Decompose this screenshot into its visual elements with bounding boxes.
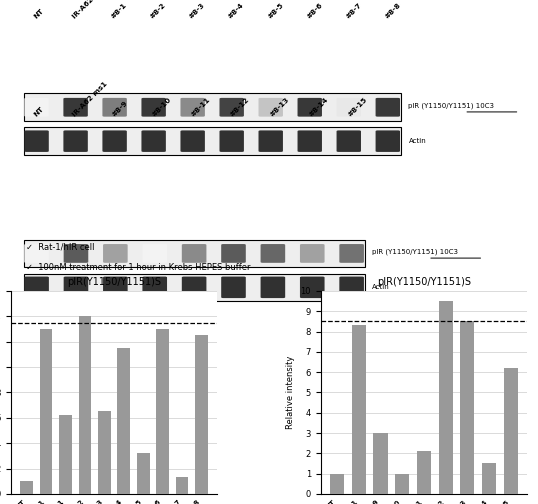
FancyBboxPatch shape (102, 98, 127, 116)
FancyBboxPatch shape (300, 244, 324, 263)
Bar (395, 474, 409, 494)
Text: #8-14: #8-14 (308, 96, 329, 117)
Text: NT: NT (32, 105, 45, 117)
FancyBboxPatch shape (260, 277, 285, 298)
Y-axis label: Relative intensity: Relative intensity (286, 356, 295, 429)
Title: pIR(Y1150/Y1151)S: pIR(Y1150/Y1151)S (377, 277, 471, 287)
Text: pIR (Y1150/Y1151) 10C3: pIR (Y1150/Y1151) 10C3 (372, 248, 458, 255)
Text: #8-13: #8-13 (268, 96, 290, 117)
FancyBboxPatch shape (63, 277, 88, 298)
Text: Actin: Actin (372, 284, 390, 290)
Bar (373, 433, 387, 494)
FancyBboxPatch shape (24, 244, 49, 263)
Bar (438, 301, 452, 494)
FancyBboxPatch shape (259, 98, 283, 116)
Text: pIR (Y1150/Y1151) 10C3: pIR (Y1150/Y1151) 10C3 (408, 102, 494, 109)
Bar (157, 329, 169, 494)
Text: ✓  100nM treatment for 1 hour in Krebs HEPES buffer: ✓ 100nM treatment for 1 hour in Krebs HE… (26, 263, 251, 272)
Bar (482, 464, 496, 494)
Text: #8-5: #8-5 (266, 2, 285, 20)
Text: #8-3: #8-3 (188, 2, 206, 20)
Bar (330, 474, 344, 494)
Bar (79, 317, 91, 494)
FancyBboxPatch shape (182, 244, 207, 263)
Bar (98, 411, 111, 494)
Bar (417, 451, 431, 494)
FancyBboxPatch shape (300, 277, 324, 298)
FancyBboxPatch shape (298, 131, 322, 152)
FancyBboxPatch shape (339, 244, 364, 263)
Text: #8-7: #8-7 (344, 2, 363, 20)
FancyBboxPatch shape (376, 98, 400, 116)
FancyBboxPatch shape (103, 244, 128, 263)
FancyBboxPatch shape (337, 98, 361, 116)
Bar (176, 477, 188, 494)
Text: #8-10: #8-10 (151, 96, 172, 117)
FancyBboxPatch shape (180, 98, 205, 116)
FancyBboxPatch shape (24, 240, 365, 267)
Text: #8-1: #8-1 (110, 2, 128, 20)
FancyBboxPatch shape (141, 131, 166, 152)
Text: IR-A62 ms1: IR-A62 ms1 (72, 0, 108, 20)
Bar (195, 335, 208, 494)
Text: #8-15: #8-15 (348, 96, 369, 117)
FancyBboxPatch shape (24, 131, 49, 152)
Bar (504, 368, 518, 494)
FancyBboxPatch shape (220, 98, 244, 116)
FancyBboxPatch shape (339, 277, 364, 298)
FancyBboxPatch shape (220, 131, 244, 152)
FancyBboxPatch shape (182, 277, 207, 298)
Text: #8-12: #8-12 (229, 96, 251, 117)
Text: #8-8: #8-8 (384, 2, 401, 20)
Text: NT: NT (32, 8, 45, 20)
Text: IR-A62 ms1: IR-A62 ms1 (72, 80, 109, 117)
FancyBboxPatch shape (63, 131, 88, 152)
Text: #8-9: #8-9 (111, 99, 129, 117)
Text: #8-11: #8-11 (190, 96, 211, 117)
Bar (137, 453, 150, 494)
Text: Actin: Actin (408, 138, 426, 144)
FancyBboxPatch shape (221, 277, 246, 298)
FancyBboxPatch shape (24, 277, 49, 298)
FancyBboxPatch shape (24, 128, 401, 155)
FancyBboxPatch shape (376, 131, 400, 152)
FancyBboxPatch shape (337, 131, 361, 152)
FancyBboxPatch shape (103, 277, 128, 298)
FancyBboxPatch shape (24, 98, 49, 116)
FancyBboxPatch shape (143, 277, 167, 298)
FancyBboxPatch shape (63, 98, 88, 116)
Text: #8-2: #8-2 (150, 2, 167, 20)
FancyBboxPatch shape (259, 131, 283, 152)
FancyBboxPatch shape (180, 131, 205, 152)
Bar (117, 348, 130, 494)
Bar (352, 326, 366, 494)
Text: #8-6: #8-6 (306, 2, 323, 20)
FancyBboxPatch shape (102, 131, 127, 152)
Bar (20, 481, 33, 494)
FancyBboxPatch shape (221, 244, 246, 263)
Bar (461, 322, 475, 494)
Text: ✓  Rat-1/hIR cell: ✓ Rat-1/hIR cell (26, 242, 95, 251)
FancyBboxPatch shape (141, 98, 166, 116)
FancyBboxPatch shape (143, 244, 167, 263)
FancyBboxPatch shape (298, 98, 322, 116)
FancyBboxPatch shape (24, 94, 401, 121)
Bar (40, 329, 52, 494)
Text: #8-4: #8-4 (228, 2, 245, 20)
Title: pIR(Y1150/Y1151)S: pIR(Y1150/Y1151)S (67, 277, 161, 287)
Bar (59, 415, 72, 494)
FancyBboxPatch shape (63, 244, 88, 263)
FancyBboxPatch shape (24, 274, 365, 301)
FancyBboxPatch shape (260, 244, 285, 263)
